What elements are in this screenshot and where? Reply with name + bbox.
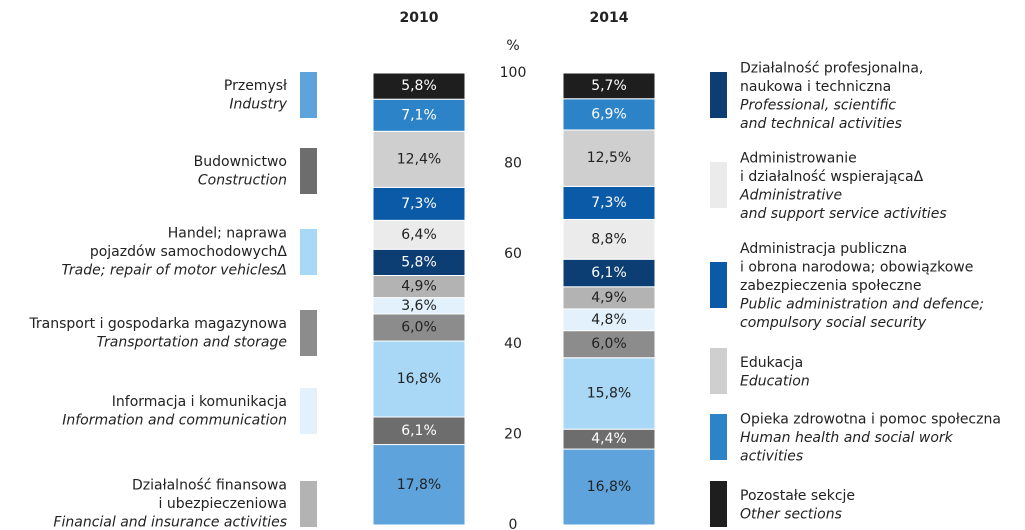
legend-swatch xyxy=(710,348,727,394)
value-label: 6,0% xyxy=(591,336,627,352)
legend-swatch xyxy=(300,148,317,194)
y-tick-label: 20 xyxy=(504,427,522,443)
y-tick-label: 100 xyxy=(500,65,527,81)
legend-label: Public administration and defence; xyxy=(740,297,984,313)
legend-label: Transport i gospodarka magazynowa xyxy=(28,316,287,332)
value-label: 7,3% xyxy=(591,195,627,211)
legend-label: Human health and social work xyxy=(740,430,954,446)
legend-label: Construction xyxy=(198,172,287,188)
value-label: 6,4% xyxy=(401,227,437,243)
legend-label: naukowa i techniczna xyxy=(740,79,891,95)
legend-label: Działalność profesjonalna, xyxy=(740,60,923,76)
legend-swatch xyxy=(710,162,727,208)
legend-label: i obrona narodowa; obowiązkowe xyxy=(740,260,973,276)
legend-swatch xyxy=(300,310,317,356)
bar-segment xyxy=(372,130,466,188)
bar-segment xyxy=(372,219,466,250)
legend-label: Information and communication xyxy=(62,412,287,428)
bar-segment xyxy=(562,98,656,131)
bar-segment xyxy=(562,218,656,260)
legend-label: Other sections xyxy=(740,506,842,522)
legend-label: Education xyxy=(740,373,810,389)
legend-swatch xyxy=(710,72,727,118)
value-label: 12,4% xyxy=(397,151,441,167)
bar-segment xyxy=(372,72,466,100)
legend-label: Opieka zdrowotna i pomoc społeczna xyxy=(740,412,1001,428)
legend-label: compulsory social security xyxy=(740,315,927,331)
legend-label: and technical activities xyxy=(740,116,902,132)
legend-label: Informacja i komunikacja xyxy=(112,394,287,410)
value-label: 12,5% xyxy=(587,150,631,166)
value-label: 4,9% xyxy=(401,279,437,295)
legend-label: Przemysł xyxy=(224,78,287,94)
legend-label: Professional, scientific xyxy=(740,97,896,113)
legend-swatch xyxy=(710,262,727,308)
legend-swatch xyxy=(300,72,317,118)
value-label: 4,9% xyxy=(591,290,627,306)
legend-label: i ubezpieczeniowa xyxy=(159,496,287,512)
legend-label: Industry xyxy=(229,96,287,112)
bar-segment xyxy=(562,185,656,220)
y-tick-label: 80 xyxy=(504,155,522,171)
value-label: 16,8% xyxy=(397,371,441,387)
value-label: 15,8% xyxy=(587,385,631,401)
legend-label: i działalność wspierającaΔ xyxy=(740,169,924,185)
y-tick-label: 40 xyxy=(504,336,522,352)
legend-label: Administrowanie xyxy=(740,150,857,166)
bar-segment xyxy=(562,129,656,187)
legend-label: Działalność finansowa xyxy=(132,478,287,494)
value-label: 6,9% xyxy=(591,106,627,122)
legend-label: Budownictwo xyxy=(194,154,287,170)
value-label: 17,8% xyxy=(397,477,441,493)
category-label: 2010 xyxy=(400,10,439,26)
bar-segment xyxy=(562,258,656,288)
legend-label: Administracja publiczna xyxy=(740,241,907,257)
bar-segment xyxy=(372,416,466,446)
value-label: 8,8% xyxy=(591,231,627,247)
value-label: 7,1% xyxy=(401,107,437,123)
legend-label: zabezpieczenia społeczne xyxy=(740,278,922,294)
value-label: 6,0% xyxy=(401,319,437,335)
value-label: 16,8% xyxy=(587,479,631,495)
legend-swatch xyxy=(300,388,317,434)
legend-swatch xyxy=(710,414,727,460)
value-label: 6,1% xyxy=(401,423,437,439)
value-label: 4,4% xyxy=(591,431,627,447)
legend-label: Handel; naprawa xyxy=(168,226,287,242)
value-label: 4,8% xyxy=(591,312,627,328)
y-tick-label: 60 xyxy=(504,246,522,262)
value-label: 5,7% xyxy=(591,78,627,94)
bar-segment xyxy=(562,448,656,526)
value-label: 6,1% xyxy=(591,265,627,281)
legend-label: Edukacja xyxy=(740,355,803,371)
legend-label: and support service activities xyxy=(740,206,947,222)
y-unit: % xyxy=(506,38,519,54)
bar-segment xyxy=(372,186,466,221)
legend-label: Transportation and storage xyxy=(97,334,287,350)
value-label: 5,8% xyxy=(401,254,437,270)
y-tick-label: 0 xyxy=(509,517,518,530)
legend-swatch xyxy=(300,229,317,275)
bar-segment xyxy=(562,357,656,430)
legend-label: pojazdów samochodowychΔ xyxy=(90,244,288,260)
legend-label: activities xyxy=(740,449,803,465)
legend-label: Trade; repair of motor vehiclesΔ xyxy=(61,263,287,279)
value-label: 5,8% xyxy=(401,78,437,94)
bar-segment xyxy=(562,72,656,100)
bar-segment xyxy=(372,313,466,342)
legend-label: Administrative xyxy=(739,187,842,203)
legend-label: Pozostałe sekcje xyxy=(740,488,855,504)
category-label: 2014 xyxy=(590,10,629,26)
legend-label: Financial and insurance activities xyxy=(53,515,287,530)
value-label: 3,6% xyxy=(401,298,437,314)
value-label: 7,3% xyxy=(401,196,437,212)
bar-segment xyxy=(372,248,466,276)
legend-swatch xyxy=(710,481,727,527)
legend-swatch xyxy=(300,481,317,527)
bar-segment xyxy=(372,444,466,526)
